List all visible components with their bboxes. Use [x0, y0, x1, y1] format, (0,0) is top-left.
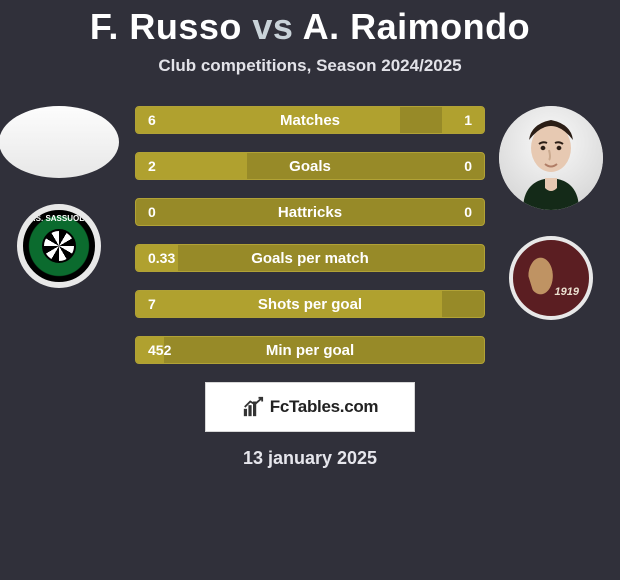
left-column: U.S. SASSUOLO	[4, 106, 114, 288]
stat-label: Min per goal	[206, 342, 414, 359]
stat-value-right: 0	[414, 204, 484, 220]
stat-label: Hattricks	[206, 204, 414, 221]
stat-row: 6Matches1	[135, 106, 485, 134]
stat-row: 7Shots per goal	[135, 290, 485, 318]
stat-value-left: 7	[136, 296, 206, 312]
content-area: U.S. SASSUOLO	[0, 106, 620, 364]
date-text: 13 january 2025	[0, 448, 620, 469]
player2-name: A. Raimondo	[303, 6, 531, 47]
brand-logo-icon	[242, 396, 264, 418]
stat-value-left: 0	[136, 204, 206, 220]
crest-left-text: U.S. SASSUOLO	[23, 214, 95, 223]
player2-avatar	[499, 106, 603, 210]
stat-value-left: 452	[136, 342, 206, 358]
stat-value-right: 0	[414, 158, 484, 174]
player2-crest: 1919	[509, 236, 593, 320]
stat-label: Goals	[206, 158, 414, 175]
player1-avatar	[0, 106, 119, 178]
stat-row: 0Hattricks0	[135, 198, 485, 226]
stat-value-left: 0.33	[136, 250, 206, 266]
right-column: 1919	[496, 106, 606, 320]
brand-text: FcTables.com	[270, 397, 379, 417]
stat-value-left: 2	[136, 158, 206, 174]
player1-crest: U.S. SASSUOLO	[17, 204, 101, 288]
stat-value-left: 6	[136, 112, 206, 128]
comparison-title: F. Russo vs A. Raimondo	[0, 0, 620, 48]
stat-bars: 6Matches12Goals00Hattricks00.33Goals per…	[135, 106, 485, 364]
subtitle: Club competitions, Season 2024/2025	[0, 56, 620, 76]
stat-label: Shots per goal	[206, 296, 414, 313]
brand-badge: FcTables.com	[205, 382, 415, 432]
stat-label: Goals per match	[206, 250, 414, 267]
stat-row: 2Goals0	[135, 152, 485, 180]
stat-label: Matches	[206, 112, 414, 129]
vs-text: vs	[252, 6, 293, 47]
stat-value-right: 1	[414, 112, 484, 128]
player1-name: F. Russo	[90, 6, 242, 47]
stat-row: 0.33Goals per match	[135, 244, 485, 272]
stat-row: 452Min per goal	[135, 336, 485, 364]
crest-right-year: 1919	[555, 286, 579, 298]
